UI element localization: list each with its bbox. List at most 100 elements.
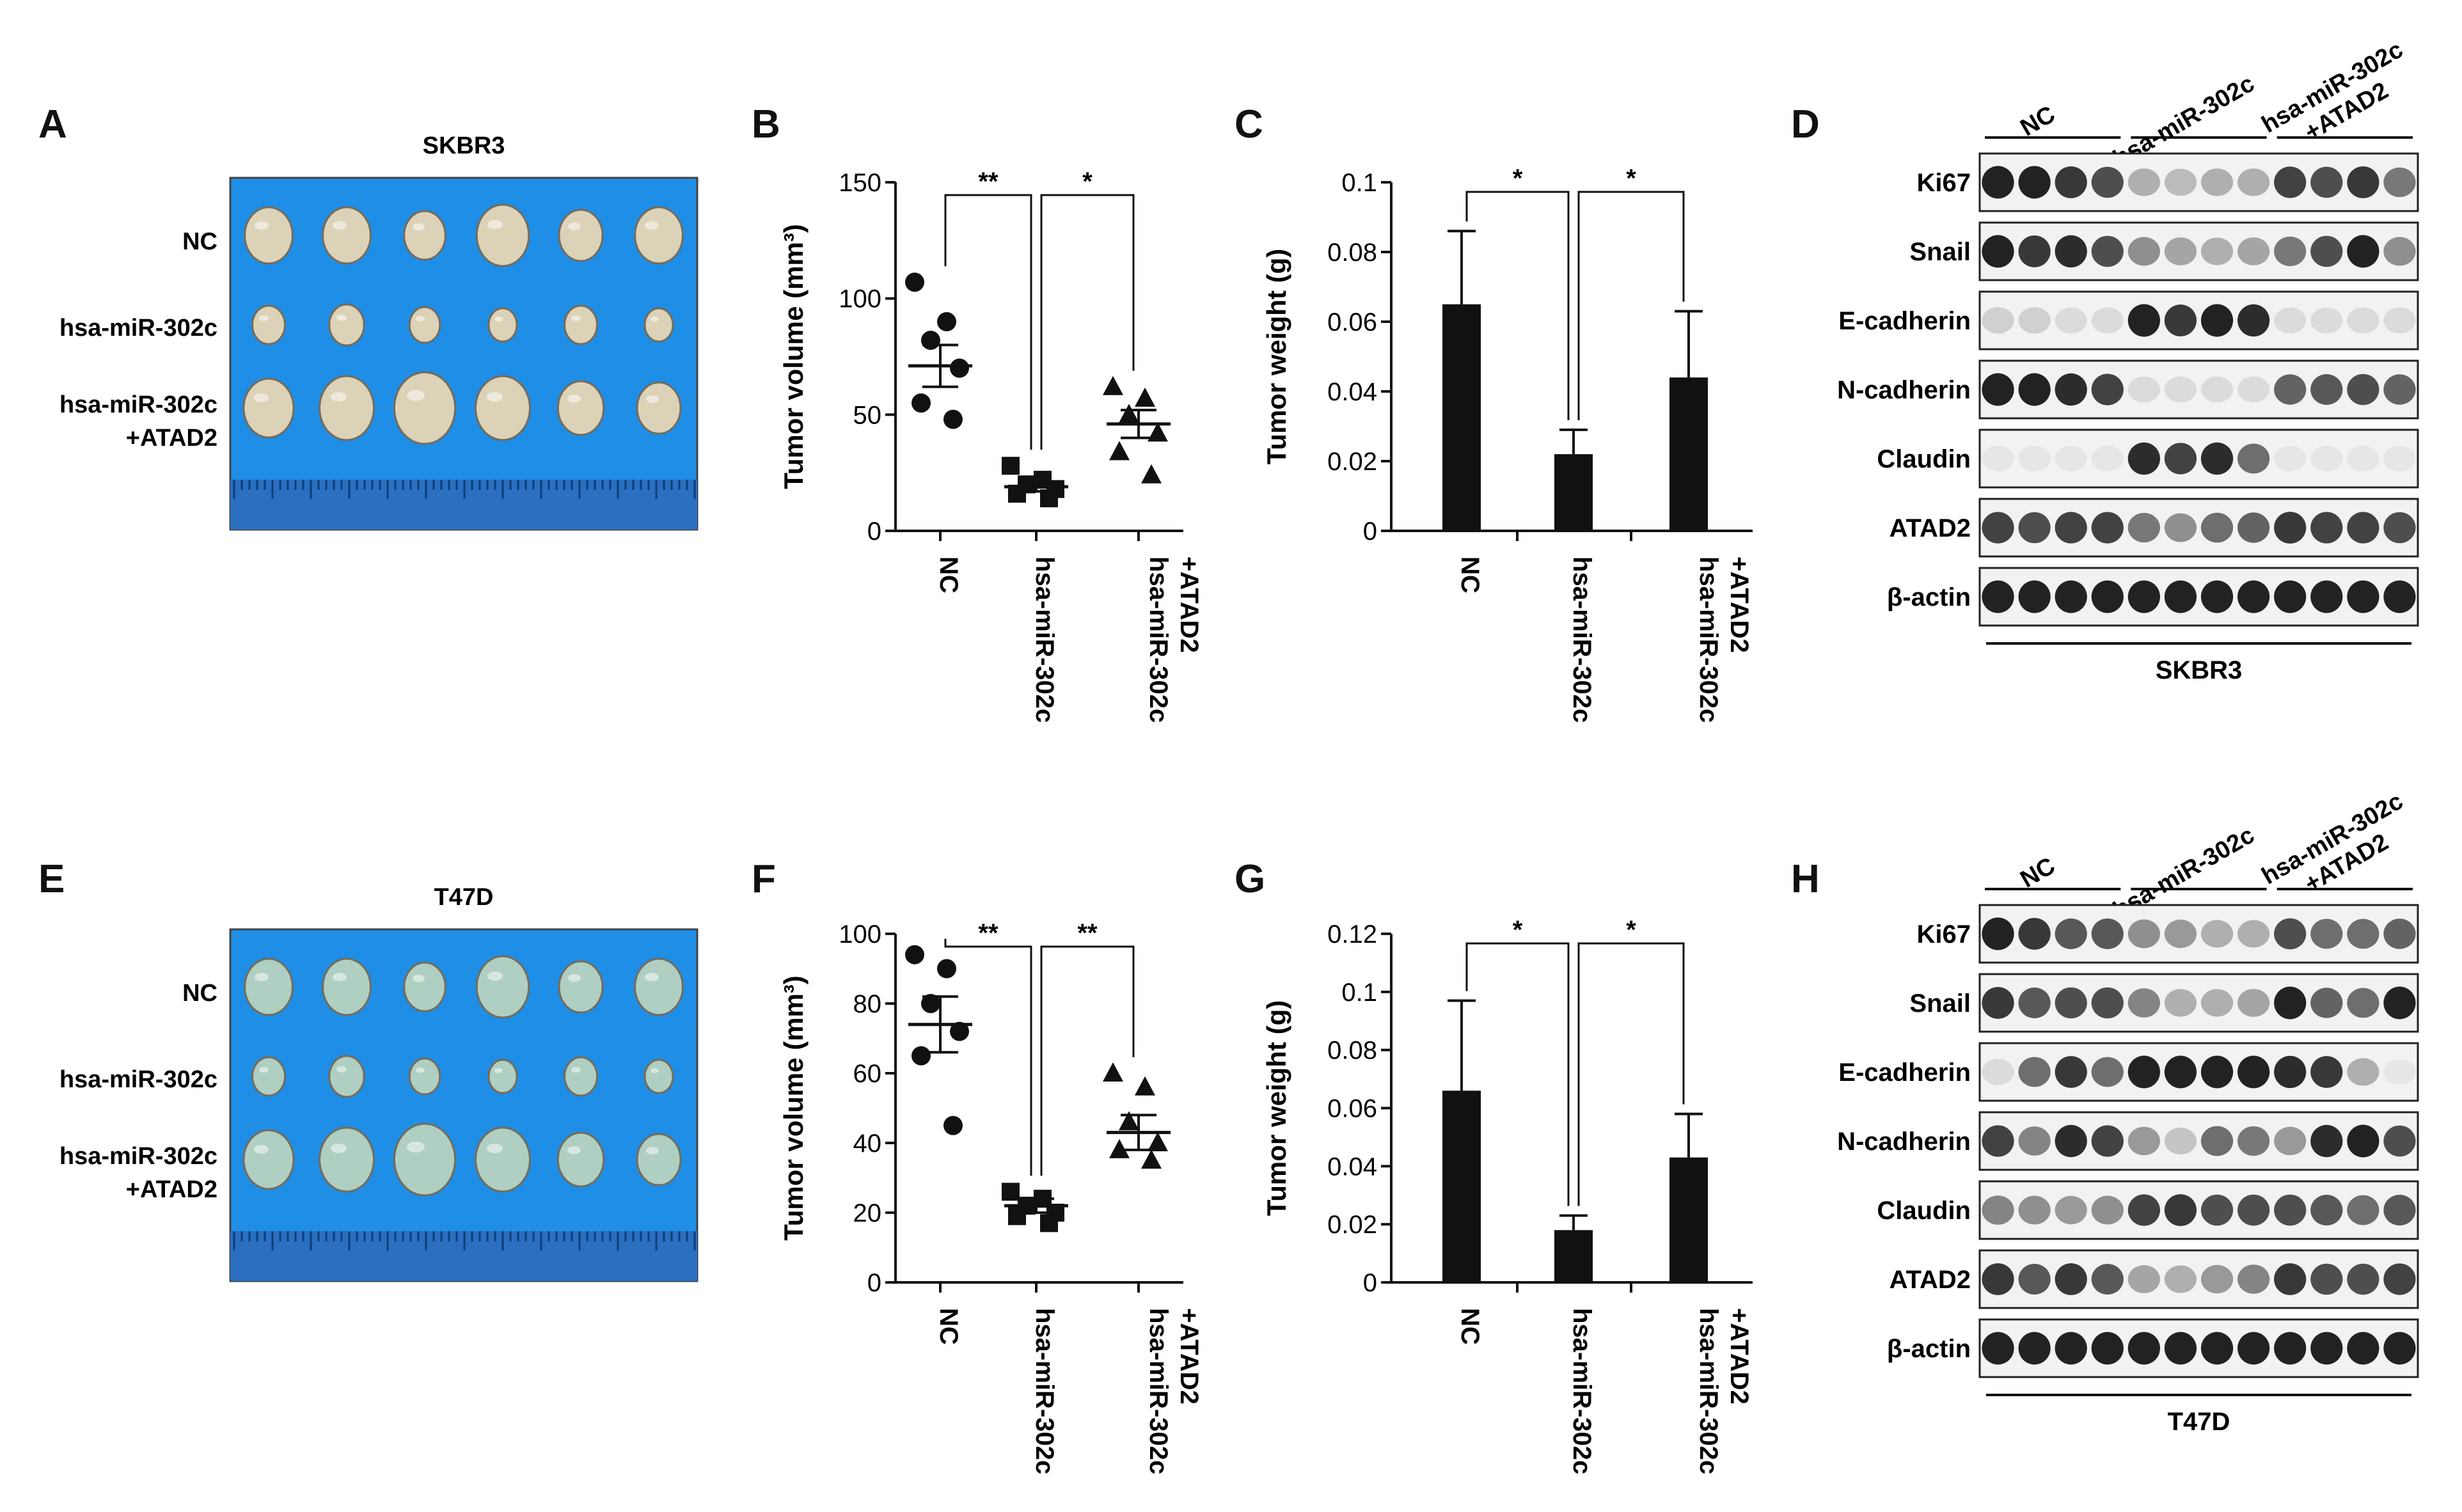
- significance-label: **: [978, 168, 998, 196]
- blot-band: [2274, 986, 2307, 1020]
- blot-band: [2347, 512, 2379, 544]
- tumor-highlight: [333, 973, 347, 982]
- bar: [1554, 454, 1593, 531]
- row-label: hsa-miR-302c: [59, 1066, 217, 1093]
- tumor-highlight: [645, 221, 659, 230]
- y-tick-label: 20: [853, 1199, 882, 1227]
- blot-band: [2310, 374, 2343, 405]
- tumor-highlight: [413, 975, 425, 982]
- data-point: [911, 1046, 931, 1066]
- blot-band: [2274, 445, 2307, 472]
- blot-band: [2127, 988, 2160, 1018]
- tumor-highlight: [255, 973, 269, 982]
- label-line: hsa-miR-302c: [1568, 1308, 1596, 1474]
- blot-strip: [1978, 973, 2419, 1033]
- blot-band: [2055, 580, 2087, 613]
- data-point: [1008, 1207, 1026, 1225]
- label-line: hsa-miR-302c: [59, 391, 217, 418]
- blot-band: [1982, 235, 2014, 268]
- tumor-highlight: [651, 317, 659, 322]
- y-tick-label: 150: [839, 169, 881, 197]
- blot-band: [2091, 445, 2124, 472]
- blot-row-label: Ki67: [1917, 920, 1971, 949]
- y-tick-label: 0.1: [1341, 169, 1377, 197]
- blot-band: [2127, 1265, 2160, 1293]
- y-tick-label: 0.04: [1327, 1153, 1377, 1181]
- y-tick-label: 40: [853, 1130, 882, 1158]
- blot-band: [2055, 1332, 2087, 1365]
- tumor-highlight: [259, 1067, 269, 1073]
- tumor-highlight: [494, 317, 503, 322]
- panel-C-bar: 0 0.02 0.04 0.06 0.08 0.1 Tumor weight (g) NC hs…: [1261, 164, 1753, 723]
- label-line: +ATAD2: [126, 425, 217, 452]
- data-point: [1141, 1149, 1162, 1169]
- data-point: [950, 1021, 969, 1041]
- tumor-highlight: [487, 972, 503, 981]
- label-line: +ATAD2: [1725, 1308, 1753, 1405]
- data-point: [905, 945, 924, 965]
- blot-band: [2055, 1056, 2087, 1088]
- blot-band: [2055, 166, 2087, 198]
- blot-band: [1982, 166, 2014, 199]
- x-tick-label: hsa-miR-302c +ATAD2: [1694, 556, 1753, 723]
- row-label: NC: [182, 980, 217, 1007]
- blot-band: [2018, 235, 2051, 267]
- data-point: [1040, 1214, 1058, 1232]
- tumor-photo: [393, 371, 457, 445]
- x-tick-label: hsa-miR-302c +ATAD2: [1144, 556, 1203, 723]
- blot-row-label: Claudin: [1877, 1197, 1971, 1225]
- blot-band: [2274, 307, 2307, 334]
- blot-strip: [1978, 1318, 2419, 1378]
- blot-band: [2127, 168, 2160, 196]
- blot-band: [2383, 1059, 2416, 1085]
- blot-band: [1982, 1332, 2014, 1365]
- blot-band: [2310, 166, 2343, 198]
- data-point: [950, 358, 969, 378]
- label-line: NC: [182, 228, 217, 255]
- data-point: [905, 272, 924, 292]
- tumor-highlight: [254, 1145, 269, 1154]
- bar: [1669, 1157, 1708, 1282]
- blot-band: [2164, 919, 2197, 949]
- cell-line-label: SKBR3: [2156, 656, 2243, 684]
- blot-band: [2237, 1332, 2270, 1365]
- blot-band: [2091, 307, 2124, 334]
- label-line: hsa-miR-302c: [1694, 556, 1723, 723]
- data-point: [1141, 464, 1162, 484]
- x-tick-label: hsa-miR-302c: [1568, 556, 1596, 723]
- tumor-photo: [636, 1133, 682, 1186]
- blot-band: [2274, 374, 2307, 405]
- blot-band: [2383, 918, 2416, 949]
- blot-band: [2274, 166, 2307, 198]
- blot-band: [2347, 988, 2379, 1018]
- blot-band: [2200, 237, 2234, 265]
- y-tick-label: 0: [867, 1269, 881, 1297]
- tumor-highlight: [407, 1142, 425, 1153]
- tumor-highlight: [413, 223, 425, 231]
- tumor-photo: [475, 1126, 531, 1193]
- blot-band: [2310, 235, 2343, 267]
- label-line: NC: [2016, 853, 2060, 894]
- tumor-photo: [556, 1131, 605, 1188]
- panel-letter-F: F: [752, 857, 776, 901]
- label-line: hsa-miR-302c: [1030, 1308, 1059, 1474]
- tumor-photo: [322, 957, 372, 1016]
- blot-band: [2018, 445, 2051, 472]
- x-tick-label: NC: [935, 556, 963, 594]
- blot-band: [2310, 512, 2343, 544]
- panel-letter-A: A: [38, 102, 67, 146]
- blot-band: [2237, 580, 2270, 613]
- y-tick-label: 0.02: [1327, 448, 1377, 476]
- blot-band: [2091, 1125, 2124, 1157]
- blot-band: [2310, 1124, 2343, 1158]
- label-line: hsa-miR-302c: [1568, 556, 1596, 723]
- blot-band: [2164, 304, 2197, 336]
- tumor-photo: [643, 1059, 674, 1094]
- blot-band: [2018, 988, 2051, 1018]
- tumor-photo: [564, 1056, 598, 1097]
- tumor-highlight: [487, 392, 503, 402]
- blot-band: [2164, 1055, 2197, 1089]
- blot-row-label: β-actin: [1887, 583, 1971, 611]
- blot-band: [2310, 1263, 2343, 1295]
- blot-band: [2237, 443, 2270, 474]
